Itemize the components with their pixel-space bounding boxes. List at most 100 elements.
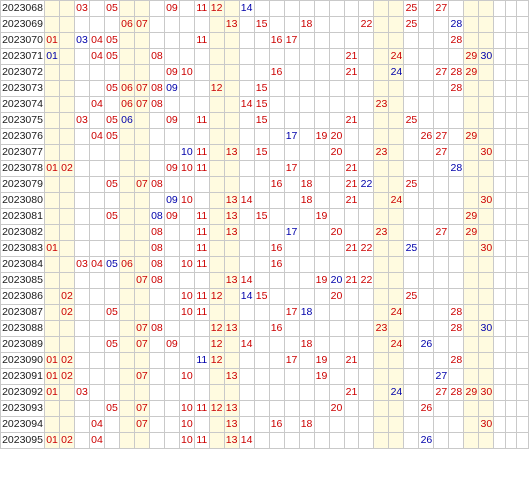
grid-cell [418,256,435,273]
grid-cell [59,192,76,209]
ball-number: 15 [253,144,270,161]
grid-cell [89,0,105,17]
ball-number: 15 [253,112,270,129]
grid-cell [193,176,210,193]
grid-cell [516,48,529,65]
grid-cell [403,192,420,209]
ball-number: 07 [133,176,150,193]
grid-cell [493,416,506,433]
table-row: 2023080 09 10 13 14 18 21 24 30 [0,192,529,209]
ball-number: 01 [44,368,61,385]
ball-number: 05 [103,400,120,417]
grid-cell [358,304,375,321]
grid-cell [163,176,180,193]
ball-number: 19 [313,128,330,145]
ball-number: 28 [448,352,465,369]
grid-cell [328,416,345,433]
grid-cell [163,96,180,113]
grid-cell [208,304,225,321]
grid-cell [163,48,180,65]
grid-cell [343,304,360,321]
grid-cell [478,224,495,241]
issue-number: 2023086 [0,288,46,305]
grid-cell [268,432,285,449]
ball-number: 18 [298,16,315,33]
grid-cell [343,336,360,353]
grid-cell [516,0,529,17]
grid-cell [133,288,150,305]
grid-cell [44,64,61,81]
ball-number: 13 [223,416,240,433]
grid-cell [133,32,150,49]
grid-cell [478,64,495,81]
table-row: 2023082 08 11 13 17 20 23 27 29 [0,224,529,241]
grid-cell [178,48,195,65]
grid-cell [118,128,135,145]
ball-number: 10 [178,304,195,321]
grid-cell [253,256,270,273]
grid-cell [103,368,120,385]
ball-number: 13 [223,320,240,337]
grid-cell [223,0,240,17]
grid-cell [148,432,165,449]
grid-cell [516,192,529,209]
grid-cell [388,16,405,33]
ball-number: 10 [178,368,195,385]
grid-cell [463,416,480,433]
grid-cell [74,48,90,65]
grid-cell [448,144,465,161]
grid-cell [373,112,390,129]
grid-cell [493,272,506,289]
grid-cell [118,160,135,177]
grid-cell [89,160,105,177]
grid-cell [478,16,495,33]
ball-number: 25 [403,176,420,193]
grid-cell [463,144,480,161]
ball-number: 07 [133,80,150,97]
grid-cell [448,256,465,273]
grid-cell [238,144,255,161]
grid-cell [463,352,480,369]
grid-cell [433,208,450,225]
ball-number: 24 [388,48,405,65]
issue-number: 2023084 [0,256,46,273]
grid-cell [59,0,76,17]
grid-cell [493,288,506,305]
grid-cell [268,144,285,161]
grid-cell [328,384,345,401]
grid-cell [463,192,480,209]
grid-cell [283,16,300,33]
ball-number: 04 [89,256,105,273]
grid-cell [268,288,285,305]
issue-number: 2023089 [0,336,46,353]
grid-cell [373,32,390,49]
grid-cell [148,112,165,129]
grid-cell [516,352,529,369]
grid-cell [253,400,270,417]
ball-number: 16 [268,240,285,257]
grid-cell [148,288,165,305]
grid-cell [59,32,76,49]
grid-cell [163,400,180,417]
grid-cell [163,320,180,337]
grid-cell [313,64,330,81]
grid-cell [118,336,135,353]
grid-cell [74,368,90,385]
grid-cell [223,352,240,369]
ball-number: 08 [148,176,165,193]
grid-cell [373,16,390,33]
ball-number: 13 [223,16,240,33]
ball-number: 01 [44,48,61,65]
ball-number: 21 [343,176,360,193]
grid-cell [313,160,330,177]
grid-cell [313,16,330,33]
ball-number: 16 [268,32,285,49]
ball-number: 11 [193,112,210,129]
table-row: 2023072 09 10 16 21 24 27 28 29 [0,64,529,81]
grid-cell [133,256,150,273]
grid-cell [148,416,165,433]
ball-number: 09 [163,208,180,225]
grid-cell [268,160,285,177]
table-row: 2023086 02 10 11 12 14 15 20 25 [0,288,529,305]
